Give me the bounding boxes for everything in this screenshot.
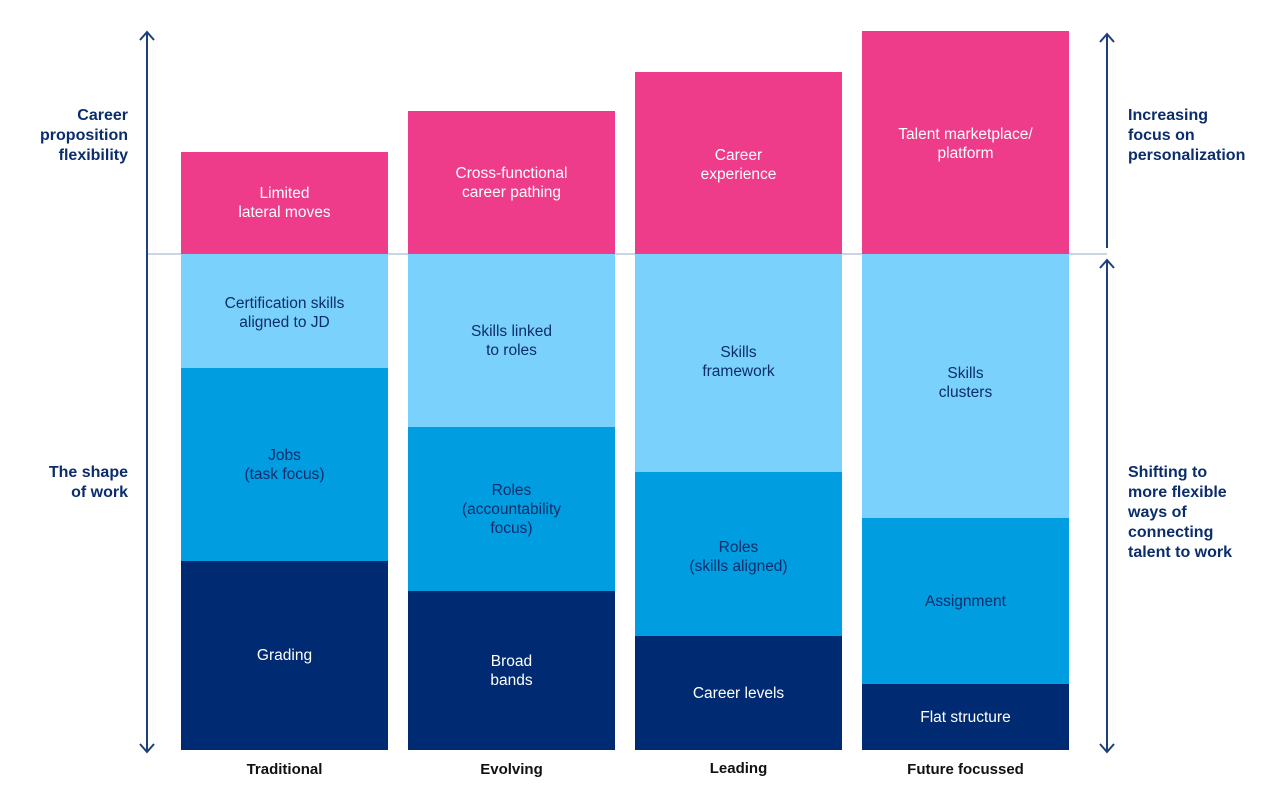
segment-flexibility: Talent marketplace/ platform xyxy=(862,31,1069,254)
segment-label: Certification skills aligned to JD xyxy=(224,295,345,331)
segment-structure: Career levels xyxy=(635,636,842,750)
left-double-arrow xyxy=(139,30,155,754)
segment-work-unit: Roles (accountability focus) xyxy=(408,427,615,591)
segment-label: Skills linked to roles xyxy=(471,322,552,359)
segment-flexibility: Career experience xyxy=(635,72,842,254)
segment-label: Flat structure xyxy=(920,708,1011,726)
left-label-shape-of-work: The shape of work xyxy=(48,464,128,501)
segment-label: Talent marketplace/ platform xyxy=(898,126,1033,162)
segment-flexibility: Cross-functional career pathing xyxy=(408,111,615,254)
segment-work-unit: Assignment xyxy=(862,518,1069,684)
right-label-personalization: Increasing focus on personalization xyxy=(1128,107,1246,164)
category-label: Future focussed xyxy=(907,761,1024,778)
right-label-flexible-ways: Shifting to more flexible ways of connec… xyxy=(1128,464,1233,561)
segment-label: Roles (skills aligned) xyxy=(689,539,788,575)
segment-label: Career experience xyxy=(700,147,777,183)
category-label: Evolving xyxy=(480,761,543,778)
category-label: Traditional xyxy=(246,761,323,778)
segment-skills: Skills framework xyxy=(635,254,842,472)
segment-work-unit: Roles (skills aligned) xyxy=(635,472,842,636)
segment-skills: Skills linked to roles xyxy=(408,254,615,427)
segment-label: Roles (accountability focus) xyxy=(461,481,562,537)
segment-skills: Skills clusters xyxy=(862,254,1069,518)
segment-flexibility: Limited lateral moves xyxy=(181,152,388,254)
left-label-flexibility: Career proposition flexibility xyxy=(40,107,128,164)
segment-label: Skills framework xyxy=(702,344,775,380)
segment-skills: Certification skills aligned to JD xyxy=(181,254,388,368)
segment-label: Cross-functional career pathing xyxy=(455,164,568,201)
segment-structure: Grading xyxy=(181,561,388,750)
segment-label: Grading xyxy=(256,647,313,664)
segment-label: Assignment xyxy=(925,592,1006,610)
segment-label: Broad bands xyxy=(490,652,533,689)
segment-label: Limited lateral moves xyxy=(238,185,331,221)
category-label: Leading xyxy=(709,760,768,777)
segment-label: Jobs (task focus) xyxy=(244,446,325,483)
segment-work-unit: Jobs (task focus) xyxy=(181,368,388,561)
segment-structure: Broad bands xyxy=(408,591,615,750)
segment-structure: Flat structure xyxy=(862,684,1069,750)
right-bottom-double-arrow xyxy=(1099,258,1115,754)
segment-label: Career levels xyxy=(692,684,785,702)
right-top-arrow xyxy=(1099,32,1115,248)
segment-label: Skills clusters xyxy=(938,365,993,401)
